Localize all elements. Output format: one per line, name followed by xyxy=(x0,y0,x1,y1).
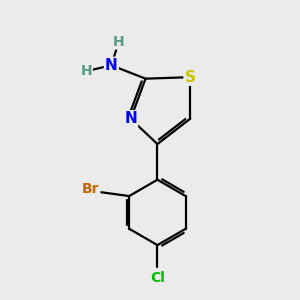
Text: H: H xyxy=(113,34,124,49)
Text: N: N xyxy=(124,111,137,126)
Text: Br: Br xyxy=(82,182,99,196)
Text: Cl: Cl xyxy=(150,271,165,285)
Text: S: S xyxy=(184,70,196,85)
Text: N: N xyxy=(105,58,118,73)
Text: H: H xyxy=(80,64,92,78)
